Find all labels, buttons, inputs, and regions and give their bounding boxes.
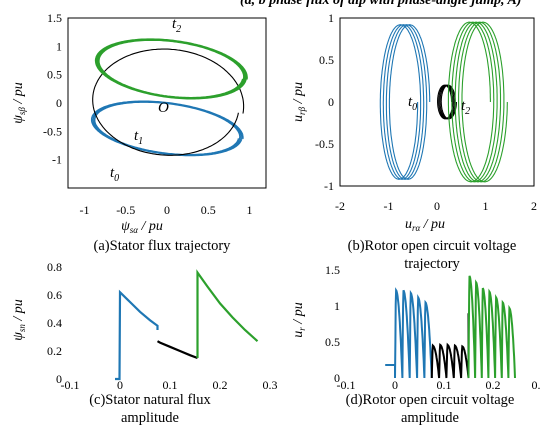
- panel-c-series-0-line: [115, 289, 159, 381]
- panel-c-ytick-label: 0.2: [47, 344, 62, 358]
- panel-d-ytick-label: 1.5: [325, 263, 340, 277]
- panel-d-ytick-label: 0.5: [325, 335, 340, 349]
- panel-a: -1 -0.5 0 0.5 1 1.5 1 0.5 0 -0.5 -1 t2 Ot1 t0 ψsβ / …: [11, 11, 267, 254]
- panel-b-lines: [379, 21, 508, 183]
- panel-d-ytick-label: 0: [334, 371, 340, 385]
- panel-c-series-1-line: [156, 340, 198, 360]
- panel-b-ytick-label: -1: [324, 179, 334, 193]
- panel-c-ytick-label: 0.4: [47, 316, 62, 330]
- panel-c-lines: [115, 269, 259, 381]
- panel-b-ytick-label: 0: [328, 95, 334, 109]
- panel-a-annotation: t1: [134, 128, 143, 147]
- panel-d-caption-line1: (d)Rotor open circuit voltage: [346, 392, 515, 408]
- panel-a-xtick-label: 0.5: [201, 203, 216, 217]
- panel-b-frame: [339, 17, 535, 187]
- panel-d-ylabel: ur / pu: [291, 302, 307, 337]
- panel-a-ytick-label: 1.5: [47, 11, 62, 25]
- panel-a-series-2-line: [94, 38, 248, 100]
- panel-c-xtick-label: 0: [117, 378, 123, 392]
- panel-a-xtick-label: 0: [164, 203, 170, 217]
- panel-a-ticks: -1 -0.5 0 0.5 1 1.5 1 0.5 0 -0.5 -1: [43, 11, 253, 217]
- panel-a-xtick-label: 1: [247, 203, 253, 217]
- panel-a-ytick-label: -0.5: [43, 124, 62, 138]
- panel-d-xtick-label: 0: [392, 378, 398, 392]
- panel-a-annotation: t0: [110, 165, 119, 184]
- panel-d-xtick-label: 0.1: [437, 378, 452, 392]
- panel-a-ytick-label: 0: [56, 96, 62, 110]
- panel-c-xtick-label: 0.3: [263, 378, 278, 392]
- panel-c-ytick-label: 0: [56, 372, 62, 386]
- panel-b-series-0-line: [379, 24, 431, 180]
- panel-a-annotation: O: [158, 100, 169, 116]
- panel-c-series-2-line: [196, 269, 259, 358]
- top-caption-fragment: (a, b phase flux of dip with phase-angle…: [240, 0, 521, 8]
- panel-b-series-2-line: [447, 21, 508, 183]
- panel-b-xtick-label: 0: [434, 199, 440, 213]
- panel-b-annotations: t0 t2: [408, 94, 470, 117]
- panel-b-caption-line2: trajectory: [404, 256, 460, 272]
- panel-c-xtick-label: 0.1: [163, 378, 178, 392]
- panel-b-annotation: t0: [408, 94, 417, 113]
- panel-d-xtick-label: 0.2: [486, 378, 501, 392]
- panel-a-ytick-label: 1: [56, 39, 62, 53]
- panel-d-series-2-line: [467, 275, 516, 379]
- panel-a-caption: (a)Stator flux trajectory: [94, 238, 232, 254]
- panel-d-lines: [385, 275, 516, 379]
- panel-a-xtick-label: -0.5: [116, 203, 135, 217]
- panel-d-series-1-line: [430, 313, 470, 379]
- panel-c-ytick-label: 0.6: [47, 288, 62, 302]
- panel-d-caption-line2: amplitude: [401, 410, 459, 426]
- panel-a-xtick-label: -1: [80, 203, 90, 217]
- panel-a-lines: [90, 38, 248, 157]
- panel-d-xtick-label: 0.: [532, 378, 541, 392]
- panel-b-annotation: t2: [461, 98, 470, 117]
- panel-b-xlabel: urα / pu: [405, 217, 445, 233]
- panel-b-ylabel: urβ / pu: [291, 82, 307, 122]
- panel-c-xtick-label: 0.2: [213, 378, 228, 392]
- panel-c-caption-line1: (c)Stator natural flux: [89, 392, 211, 408]
- panel-a-ylabel: ψsβ / pu: [11, 82, 27, 124]
- panel-b-series-1-line: [437, 84, 457, 120]
- panel-c: -0.1 0 0.1 0.2 0.30.80.60.40.20 ψsn / pu (c)…: [11, 260, 278, 426]
- panel-a-annotation: t2: [172, 16, 181, 35]
- panel-b-xtick-label: -1: [384, 199, 394, 213]
- panel-d-series-0-line: [385, 287, 433, 379]
- panel-b-ytick-label: 0.5: [319, 53, 334, 67]
- panel-b-xtick-label: 2: [531, 199, 537, 213]
- panel-c-caption-line2: amplitude: [121, 410, 179, 426]
- panel-a-xlabel: ψsα / pu: [121, 219, 163, 235]
- panel-b-xtick-label: 1: [483, 199, 489, 213]
- panel-b-ticks: -2 -1 0 1 210.50-0.5-1: [315, 11, 537, 213]
- panel-b: -2 -1 0 1 210.50-0.5-1 t0 t2 urβ / pu urα / p…: [291, 11, 537, 272]
- panel-c-ylabel: ψsn / pu: [11, 299, 27, 341]
- panel-d: -0.1 0 0.1 0.2 0.1.510.50 ur / pu (d)Rotor o…: [291, 263, 541, 426]
- panel-b-caption-line1: (b)Rotor open circuit voltage: [348, 238, 517, 254]
- panel-d-ticks: -0.1 0 0.1 0.2 0.1.510.50: [325, 263, 541, 392]
- panel-b-ytick-label: 1: [328, 11, 334, 25]
- panel-a-series-1-line: [92, 48, 245, 156]
- panel-a-ytick-label: 0.5: [47, 68, 62, 82]
- panel-c-ticks: -0.1 0 0.1 0.2 0.30.80.60.40.20: [47, 260, 278, 392]
- panel-b-xtick-label: -2: [335, 199, 345, 213]
- panel-a-frame: [67, 17, 267, 189]
- panel-a-annotations: t2 Ot1 t0: [110, 16, 181, 184]
- panel-b-ytick-label: -0.5: [315, 137, 334, 151]
- panel-c-xtick-label: -0.1: [61, 378, 80, 392]
- panel-c-ytick-label: 0.8: [47, 260, 62, 274]
- panel-d-xtick-label: -0.1: [337, 378, 356, 392]
- panel-a-ytick-label: -1: [52, 153, 62, 167]
- panel-d-ytick-label: 1: [334, 299, 340, 313]
